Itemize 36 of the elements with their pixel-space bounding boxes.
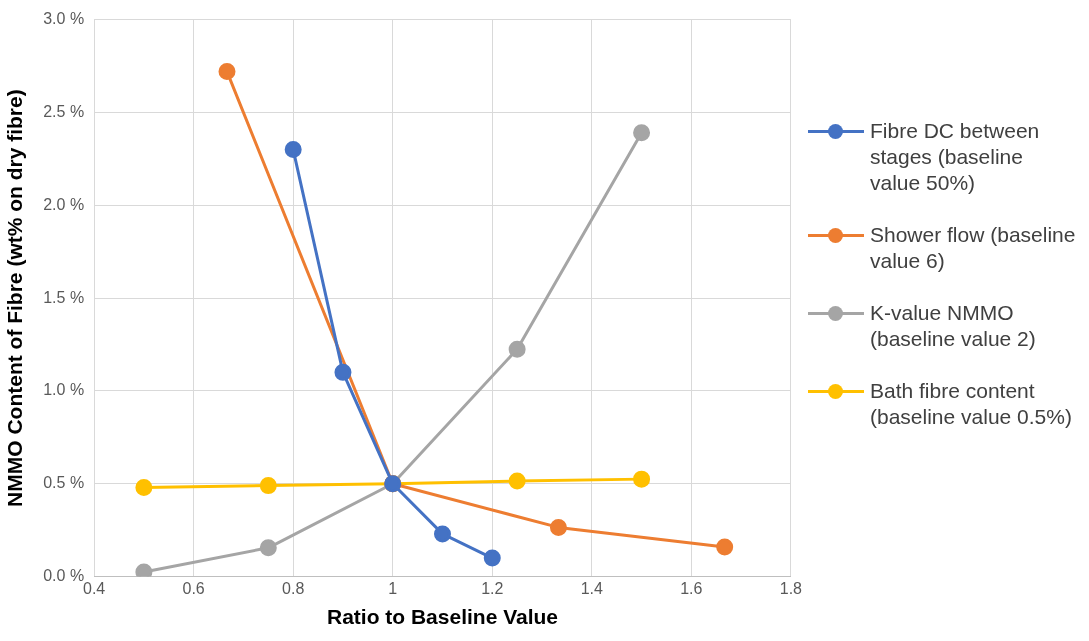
y-tick-label: 2.0 % bbox=[43, 195, 85, 213]
x-tick-label: 1.4 bbox=[580, 579, 604, 597]
y-tick-label: 0.5 % bbox=[43, 474, 85, 492]
point bbox=[259, 477, 277, 495]
y-axis-title: NMMO Content of Fibre (wt% on dry fibre) bbox=[3, 89, 27, 507]
point bbox=[334, 363, 352, 381]
x-tick-label: 0.4 bbox=[82, 579, 106, 597]
x-tick-label: 1.6 bbox=[680, 579, 703, 597]
y-tick-label: 1.5 % bbox=[43, 288, 85, 306]
point bbox=[508, 340, 526, 358]
point bbox=[633, 124, 651, 142]
legend-label: K-value NMMO (baseline value 2) bbox=[870, 301, 1036, 350]
x-tick-label: 1.8 bbox=[779, 579, 803, 597]
point bbox=[508, 472, 526, 490]
point bbox=[284, 141, 302, 159]
y-tick-label: 3.0 % bbox=[43, 10, 85, 28]
x-tick-label: 1 bbox=[388, 579, 398, 597]
point bbox=[434, 525, 451, 543]
point bbox=[633, 470, 651, 488]
x-tick-label: 0.6 bbox=[182, 579, 205, 597]
x-tick-label: 0.8 bbox=[282, 579, 305, 597]
legend-label: Fibre DC between stages (baseline value 50%) bbox=[870, 119, 1040, 194]
point bbox=[218, 63, 236, 81]
y-tick-label: 2.5 % bbox=[43, 102, 85, 120]
point bbox=[716, 538, 734, 556]
point bbox=[483, 549, 501, 567]
point bbox=[259, 539, 277, 557]
point bbox=[549, 518, 567, 536]
x-tick-label: 1.2 bbox=[481, 579, 504, 597]
legend-label: Shower flow (baseline value 6) bbox=[870, 223, 1076, 272]
y-tick-label: 0.0 % bbox=[43, 567, 85, 585]
legend-label: Bath fibre content (baseline value 0.5%) bbox=[870, 379, 1072, 428]
x-axis-title: Ratio to Baseline Value bbox=[326, 605, 559, 629]
point bbox=[135, 478, 153, 496]
point bbox=[135, 563, 153, 577]
y-tick-label: 1.0 % bbox=[43, 381, 85, 399]
